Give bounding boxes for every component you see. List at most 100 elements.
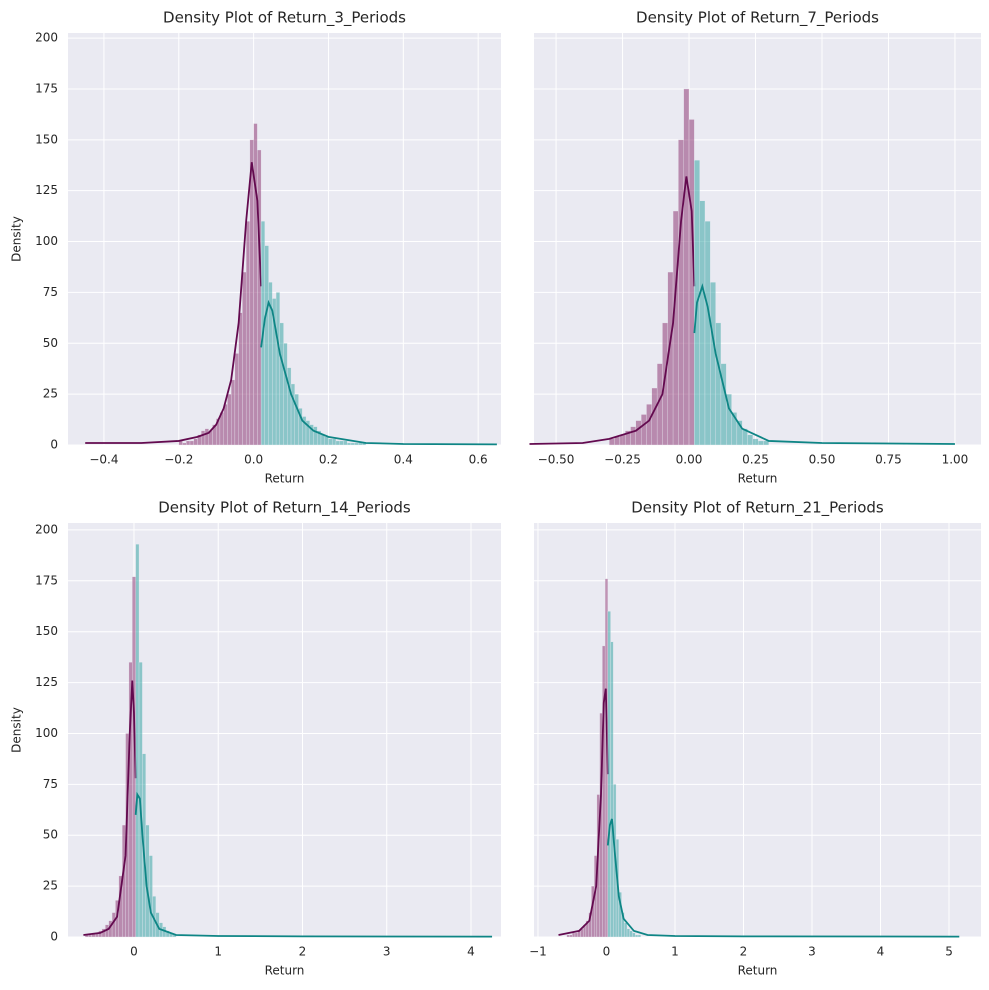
plot-background — [534, 33, 981, 445]
y-tick-label: 0 — [50, 930, 58, 944]
histogram-bar — [607, 611, 611, 938]
kde-line — [260, 299, 497, 446]
histogram-bar — [683, 88, 690, 446]
kde-line — [606, 818, 960, 938]
x-tick-label: −0.25 — [604, 453, 641, 467]
histogram-bar — [358, 442, 363, 446]
histogram-bar — [569, 934, 573, 938]
x-tick-label: 0.25 — [742, 453, 769, 467]
chart-title: Density Plot of Return_7_Periods — [636, 9, 879, 28]
y-tick-label: 175 — [35, 573, 58, 587]
x-tick-label: 0.50 — [809, 453, 836, 467]
histogram-bar — [275, 292, 280, 446]
kde-line — [558, 688, 609, 936]
kde-line — [83, 680, 137, 936]
chart-title: Density Plot of Return_14_Periods — [158, 499, 411, 518]
histogram-bar — [630, 426, 636, 446]
histogram-bar — [257, 149, 262, 446]
histogram-bar — [135, 544, 140, 938]
histogram-bar — [324, 436, 329, 446]
y-axis-label: Density — [10, 707, 24, 753]
histogram-bar — [637, 934, 641, 938]
y-tick-label: 0 — [50, 438, 58, 452]
y-tick-label: 25 — [43, 387, 58, 401]
y-tick-label: 25 — [43, 879, 58, 893]
histogram-bar — [204, 428, 209, 446]
x-tick-label: 1 — [214, 945, 222, 959]
histogram-bar — [283, 343, 288, 446]
x-tick-label: 0.00 — [676, 453, 703, 467]
x-tick-label: 0.2 — [319, 453, 338, 467]
histogram-bar — [148, 855, 153, 938]
histogram-bar — [242, 271, 247, 446]
x-tick-label: 2 — [299, 945, 307, 959]
x-tick-label: 1 — [671, 945, 679, 959]
x-tick-label: 0.0 — [244, 453, 263, 467]
x-axis-label: Return — [265, 472, 305, 486]
histogram-bar — [279, 322, 284, 446]
histogram-bar — [632, 932, 636, 938]
y-axis-label: Density — [10, 216, 24, 262]
x-axis-label: Return — [738, 964, 778, 978]
x-tick-label: −0.50 — [538, 453, 575, 467]
y-tick-label: 75 — [43, 777, 58, 791]
histogram-bar — [264, 245, 269, 446]
histogram-bar — [193, 438, 198, 446]
x-tick-label: 4 — [877, 945, 885, 959]
histogram-bar — [253, 123, 258, 446]
x-tick-label: 3 — [383, 945, 391, 959]
histogram-bar — [619, 434, 626, 446]
histogram-bar — [699, 200, 706, 446]
histogram-bar — [641, 414, 647, 446]
kde-line — [85, 162, 263, 444]
histogram-bar — [752, 438, 759, 446]
histogram-bar — [758, 440, 764, 446]
histogram-bar — [223, 404, 228, 446]
histogram-bar — [704, 221, 711, 446]
histogram-bar — [715, 322, 722, 446]
histogram-bar — [635, 934, 639, 938]
x-tick-label: 0 — [130, 945, 138, 959]
y-tick-label: 175 — [35, 81, 58, 95]
x-tick-label: 5 — [945, 945, 953, 959]
histogram-bar — [609, 438, 615, 446]
y-tick-label: 75 — [43, 285, 58, 299]
histogram-bar — [313, 426, 318, 446]
histogram-bar — [245, 221, 251, 446]
histogram-bar — [610, 641, 614, 938]
histogram-bar — [354, 442, 359, 446]
x-axis-label: Return — [738, 472, 778, 486]
y-tick-label: 50 — [43, 336, 58, 350]
histogram-bar — [231, 379, 236, 446]
x-tick-label: −0.4 — [89, 453, 118, 467]
x-tick-label: 2 — [740, 945, 748, 959]
histogram-bar — [294, 393, 299, 446]
y-tick-label: 100 — [35, 726, 58, 740]
y-tick-label: 150 — [35, 132, 58, 146]
histogram-bar — [88, 934, 92, 938]
x-tick-label: 1.00 — [942, 453, 969, 467]
histogram-bar — [566, 934, 570, 938]
kde-line — [693, 283, 955, 445]
histogram-bar — [350, 442, 355, 446]
histogram-bar — [335, 440, 340, 446]
histogram-bar — [186, 440, 191, 446]
x-axis-label: Return — [265, 964, 305, 978]
histogram-bar — [572, 932, 576, 938]
chart-title: Density Plot of Return_21_Periods — [631, 499, 884, 518]
chart-title: Density Plot of Return_3_Periods — [163, 9, 406, 28]
histogram-bar — [227, 393, 232, 446]
histogram-bar — [182, 442, 187, 446]
histogram-bar — [629, 930, 633, 938]
histogram-bar — [678, 139, 684, 446]
histogram-bar — [339, 440, 344, 446]
histogram-bar — [626, 928, 630, 938]
x-tick-label: −0.2 — [164, 453, 193, 467]
histogram-bar — [328, 438, 333, 446]
x-tick-label: 3 — [808, 945, 816, 959]
x-tick-label: 4 — [467, 945, 475, 959]
histogram-bar — [747, 434, 753, 446]
histogram-bar — [332, 438, 337, 446]
histogram-bar — [234, 353, 239, 446]
